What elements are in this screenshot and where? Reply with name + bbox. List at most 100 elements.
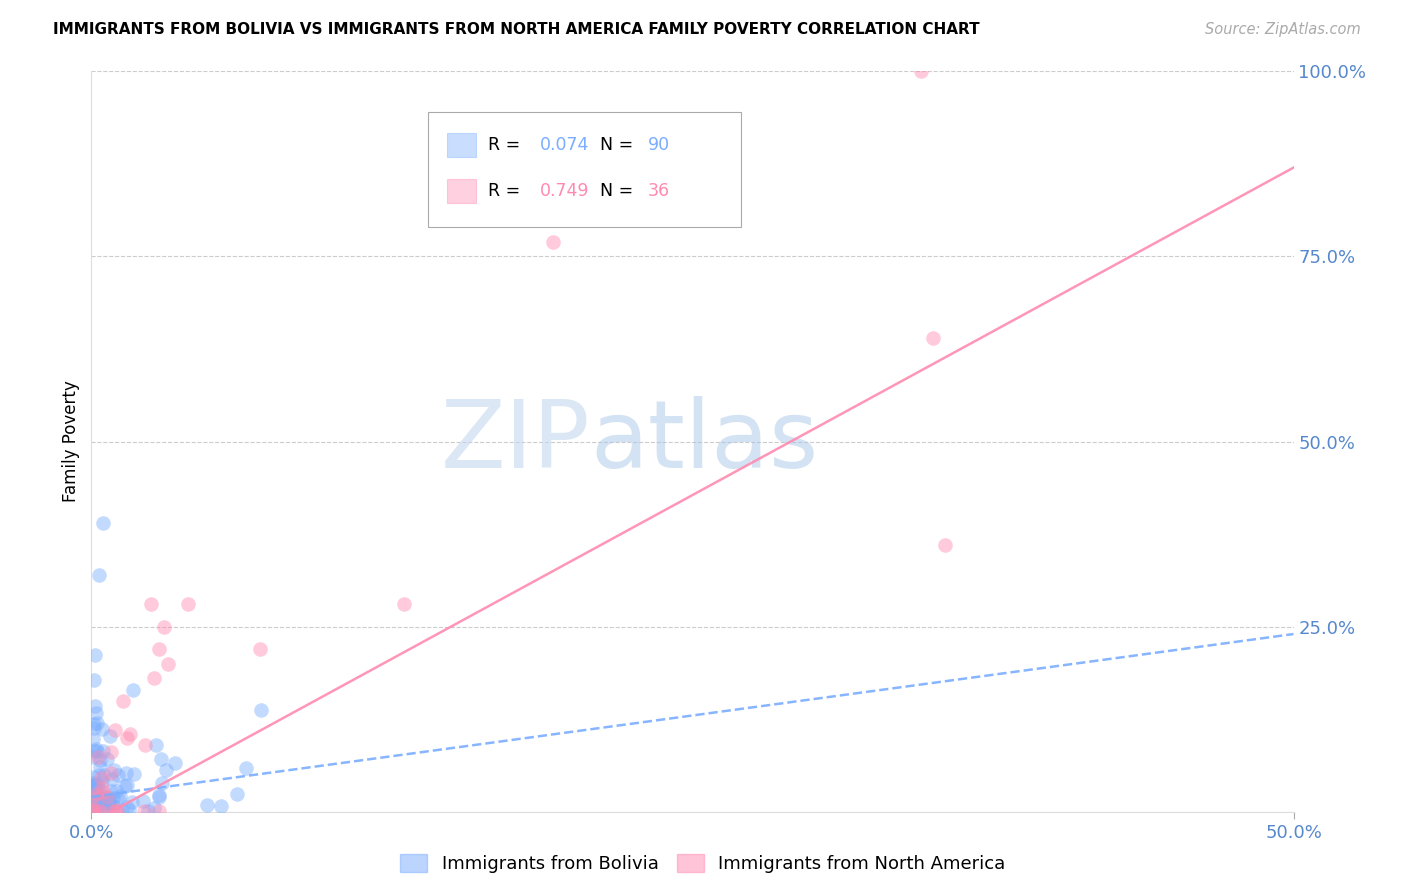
Point [96,800,118,814]
Point [100,746,122,760]
Point [87,795,110,809]
Text: Source: ZipAtlas.com: Source: ZipAtlas.com [1205,22,1361,37]
Point [91,792,114,806]
Point [97,797,120,811]
Point [98,794,121,808]
Point [82,802,104,816]
Point [100,765,122,780]
Point [93,790,115,805]
Point [209,799,232,814]
Point [134,739,156,753]
Point [122,683,145,698]
Point [96,790,118,805]
Point [90,771,112,785]
Point [82,804,104,818]
Point [101,790,124,805]
FancyBboxPatch shape [447,133,477,156]
Text: 0.074: 0.074 [540,136,589,153]
Point [91,722,114,736]
Y-axis label: Family Poverty: Family Poverty [62,381,80,502]
Point [107,767,129,781]
Point [105,804,128,818]
Point [90,788,112,802]
Text: 0.749: 0.749 [540,182,589,201]
Point [93,785,115,799]
Point [82,804,104,818]
Point [176,598,198,612]
Point [87,749,110,764]
Point [101,804,124,818]
Point [392,598,415,612]
Point [89,753,111,767]
Point [86,787,108,801]
Point [82,770,104,784]
Point [101,799,124,814]
Text: N =: N = [600,136,638,153]
Point [163,756,186,771]
Point [82,776,104,790]
Point [117,731,139,745]
Point [157,657,180,671]
Point [87,567,110,582]
Text: N =: N = [600,182,638,201]
Point [104,803,127,817]
Legend: Immigrants from Bolivia, Immigrants from North America: Immigrants from Bolivia, Immigrants from… [395,849,1011,879]
Point [91,744,114,758]
Point [148,641,170,656]
Point [91,774,114,789]
Point [84,698,107,713]
Point [98,729,121,743]
Point [83,779,105,793]
Point [195,797,218,812]
Point [150,751,173,765]
Point [89,796,111,810]
Point [93,516,115,530]
Point [82,750,104,764]
Point [84,778,107,792]
Point [250,702,273,716]
Point [922,331,945,345]
Point [100,772,122,786]
Point [121,795,143,809]
Point [82,785,104,799]
Text: 90: 90 [648,136,671,153]
Point [82,798,104,813]
Point [934,538,956,552]
Point [83,721,105,735]
Point [89,760,111,774]
Point [84,802,107,816]
Point [86,780,108,794]
Point [91,792,114,806]
Point [910,64,932,78]
Point [148,804,170,818]
Point [104,784,127,798]
Point [138,804,160,818]
Point [107,791,129,805]
Point [83,716,105,731]
Point [91,804,114,818]
Point [82,790,104,805]
Point [118,803,141,817]
Point [84,792,107,806]
Point [84,741,107,756]
Point [82,803,104,817]
Point [143,801,166,815]
Point [150,776,173,790]
Point [84,706,107,721]
Point [82,800,104,814]
Point [103,764,125,778]
Text: 36: 36 [648,182,671,201]
Point [93,767,115,781]
Point [115,800,138,814]
Point [235,761,257,775]
Point [141,598,163,612]
Point [83,794,105,808]
Point [114,779,136,793]
FancyBboxPatch shape [427,112,741,227]
Point [122,767,145,781]
Point [91,781,114,796]
Text: R =: R = [488,182,526,201]
Point [142,672,165,686]
Text: IMMIGRANTS FROM BOLIVIA VS IMMIGRANTS FROM NORTH AMERICA FAMILY POVERTY CORRELAT: IMMIGRANTS FROM BOLIVIA VS IMMIGRANTS FR… [53,22,980,37]
Point [100,784,122,798]
